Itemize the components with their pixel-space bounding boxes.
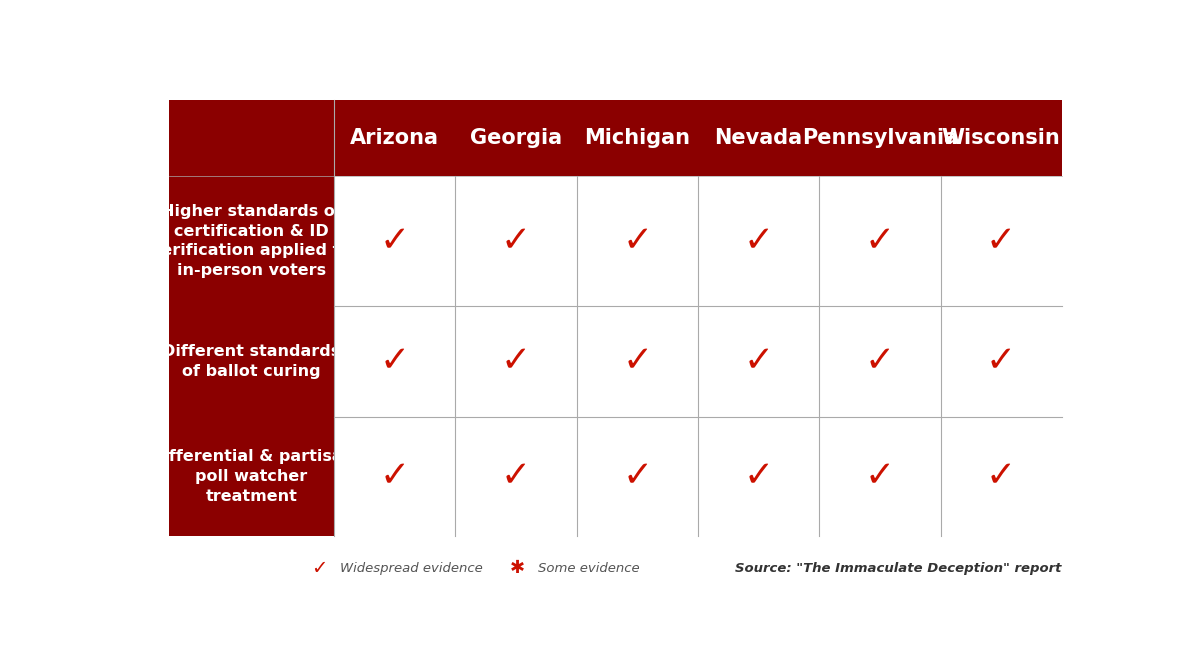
Text: Higher standards of
certification & ID
verification applied to
in-person voters: Higher standards of certification & ID v… — [151, 204, 352, 278]
Text: ✓: ✓ — [987, 224, 1016, 258]
Text: ✱: ✱ — [511, 559, 525, 577]
Text: Some evidence: Some evidence — [538, 562, 639, 575]
Text: Pennsylvania: Pennsylvania — [802, 128, 958, 148]
Text: Source: "The Immaculate Deception" report: Source: "The Immaculate Deception" repor… — [735, 562, 1061, 575]
Text: ✓: ✓ — [622, 224, 652, 258]
Text: ✓: ✓ — [501, 460, 531, 493]
Text: ✓: ✓ — [501, 224, 531, 258]
Bar — [334, 176, 1061, 535]
Text: Michigan: Michigan — [584, 128, 690, 148]
Bar — [169, 100, 1061, 176]
Text: ✓: ✓ — [865, 460, 895, 493]
Text: ✓: ✓ — [987, 344, 1016, 378]
Text: ✓: ✓ — [311, 559, 327, 578]
Text: ✓: ✓ — [744, 344, 774, 378]
Text: Widespread evidence: Widespread evidence — [339, 562, 482, 575]
Text: Georgia: Georgia — [470, 128, 562, 148]
Text: ✓: ✓ — [380, 344, 409, 378]
Text: ✓: ✓ — [744, 460, 774, 493]
Text: ✓: ✓ — [744, 224, 774, 258]
Text: ✓: ✓ — [622, 460, 652, 493]
Text: Differential & partisan
poll watcher
treatment: Differential & partisan poll watcher tre… — [150, 449, 353, 503]
Text: Arizona: Arizona — [350, 128, 439, 148]
Text: ✓: ✓ — [987, 460, 1016, 493]
Text: ✓: ✓ — [865, 344, 895, 378]
Text: ✓: ✓ — [622, 344, 652, 378]
Text: ✓: ✓ — [380, 224, 409, 258]
Text: Wisconsin: Wisconsin — [941, 128, 1060, 148]
Text: Nevada: Nevada — [714, 128, 803, 148]
Text: ✓: ✓ — [865, 224, 895, 258]
Text: Different standards
of ballot curing: Different standards of ballot curing — [163, 344, 340, 379]
Text: ✓: ✓ — [501, 344, 531, 378]
Text: ✓: ✓ — [380, 460, 409, 493]
Bar — [169, 176, 334, 535]
